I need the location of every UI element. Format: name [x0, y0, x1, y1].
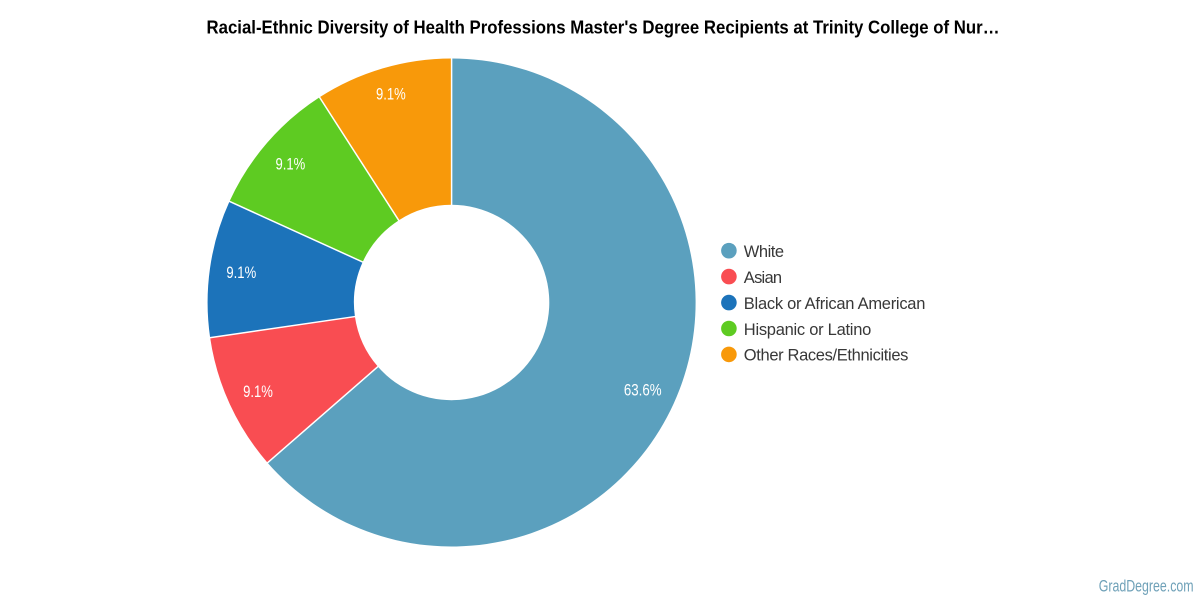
- svg-text:Asian: Asian: [744, 269, 782, 287]
- svg-text:9.1%: 9.1%: [276, 156, 306, 174]
- svg-text:GradDegree.com: GradDegree.com: [1099, 578, 1194, 596]
- svg-text:Racial-Ethnic Diversity of Hea: Racial-Ethnic Diversity of Health Profes…: [207, 17, 1000, 38]
- svg-text:9.1%: 9.1%: [226, 265, 256, 283]
- svg-text:White: White: [744, 243, 784, 261]
- svg-text:9.1%: 9.1%: [376, 86, 406, 104]
- svg-text:Black or African American: Black or African American: [744, 295, 926, 313]
- svg-text:9.1%: 9.1%: [243, 383, 273, 401]
- svg-text:Hispanic or Latino: Hispanic or Latino: [744, 321, 872, 339]
- svg-text:Other Races/Ethnicities: Other Races/Ethnicities: [744, 347, 909, 365]
- svg-text:63.6%: 63.6%: [624, 381, 662, 400]
